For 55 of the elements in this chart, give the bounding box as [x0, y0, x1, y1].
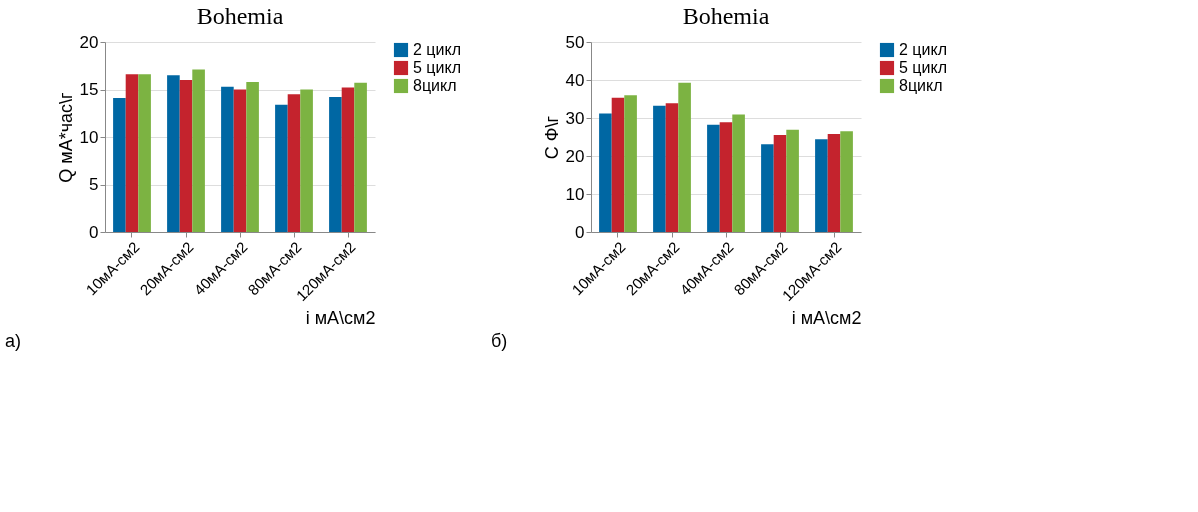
bar — [125, 74, 139, 232]
y-tick-label: 0 — [89, 222, 99, 242]
bar — [599, 113, 612, 232]
bar — [786, 129, 799, 232]
bar — [624, 95, 637, 232]
bar — [221, 86, 234, 232]
chart-title: Bohemia — [682, 3, 770, 29]
legend-label: 5 цикл — [899, 59, 947, 76]
legend-label: 8цикл — [413, 77, 457, 94]
text: а) — [5, 331, 22, 351]
bar — [719, 122, 733, 232]
bar — [707, 124, 720, 232]
y-tick-label: 10 — [79, 127, 99, 147]
bar — [761, 144, 774, 232]
bar — [300, 89, 313, 232]
y-tick-label: 5 — [89, 175, 99, 194]
bar — [611, 97, 625, 232]
legend-label: 2 цикл — [899, 41, 947, 58]
bar — [815, 139, 828, 232]
y-axis-title: С Ф\г — [541, 115, 562, 160]
bar — [246, 81, 259, 232]
y-axis-title: Q мА*час\г — [55, 91, 76, 183]
bar — [287, 94, 301, 232]
y-tick-label: 10 — [565, 184, 585, 204]
y-tick-label: 0 — [575, 222, 585, 242]
chart-title: Bohemia — [196, 3, 284, 29]
y-tick-label: 20 — [79, 32, 99, 52]
y-tick-label: 40 — [565, 70, 585, 90]
bar — [167, 75, 180, 232]
x-axis-title: i мА\см2 — [305, 308, 376, 329]
text: б) — [491, 331, 508, 351]
bar — [773, 135, 787, 232]
bar — [138, 74, 151, 232]
bar — [341, 87, 355, 232]
x-axis-title: i мА\см2 — [791, 308, 862, 329]
y-tick-label: 20 — [565, 146, 585, 166]
bar — [827, 133, 841, 232]
bar — [665, 103, 679, 232]
y-tick-label: 30 — [565, 108, 585, 128]
legend-label: 8цикл — [899, 77, 943, 94]
y-tick-label: 50 — [565, 32, 585, 52]
bar — [233, 89, 247, 232]
bar — [354, 82, 367, 232]
legend-label: 5 цикл — [413, 59, 461, 76]
bar — [179, 80, 193, 232]
bar — [653, 105, 666, 232]
bar — [192, 69, 205, 232]
bar — [329, 97, 342, 232]
bar — [275, 104, 288, 232]
bar — [840, 131, 853, 232]
bar — [732, 114, 745, 232]
y-tick-label: 15 — [79, 80, 99, 99]
bar — [678, 82, 691, 232]
legend-label: 2 цикл — [413, 41, 461, 58]
bar — [113, 98, 126, 232]
